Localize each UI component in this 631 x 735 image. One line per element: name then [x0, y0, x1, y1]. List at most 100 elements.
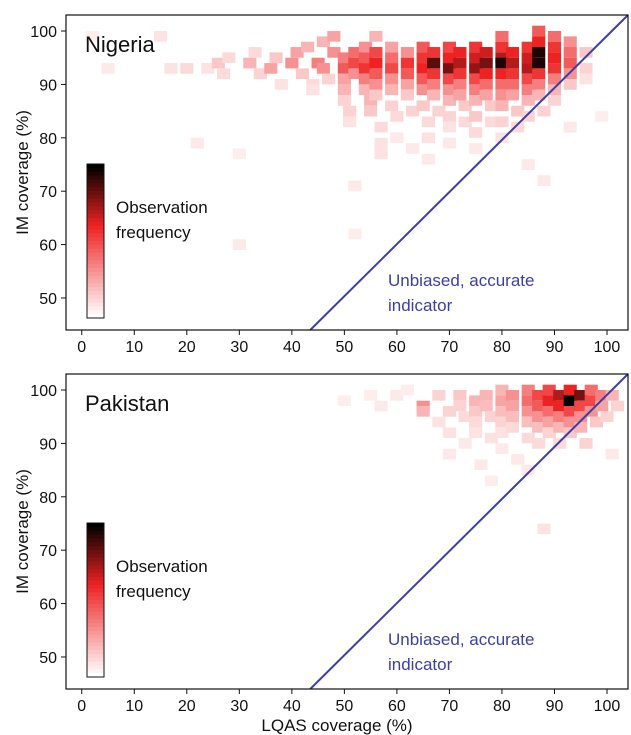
colorbar-segment	[87, 267, 104, 273]
heatmap-cell	[579, 63, 593, 74]
heatmap-cell	[521, 416, 535, 428]
colorbar-segment	[87, 210, 104, 215]
heatmap-cell	[369, 89, 383, 101]
heatmap-cell	[458, 411, 472, 423]
colorbar-segment	[87, 623, 104, 628]
heatmap-cell	[348, 68, 362, 80]
colorbar-segment	[87, 310, 104, 315]
heatmap-cell	[301, 41, 315, 53]
heatmap-cell	[442, 63, 456, 74]
heatmap-cell	[484, 475, 499, 487]
y-tick-label: 90	[39, 77, 57, 94]
heatmap-cell	[222, 52, 236, 64]
heatmap-cell	[521, 384, 535, 396]
x-tick-label: 80	[493, 698, 511, 715]
x-tick-label: 30	[230, 698, 248, 715]
colorbar	[86, 522, 105, 678]
heatmap-cell	[532, 25, 546, 37]
heatmap-cell	[306, 84, 320, 96]
heatmap-cell	[505, 422, 520, 433]
heatmap-cell	[453, 390, 467, 401]
colorbar-segment	[87, 553, 104, 559]
x-tick-label: 100	[594, 339, 621, 356]
heatmap-cell	[243, 57, 257, 69]
heatmap-cell	[505, 400, 520, 412]
reference-line-label-line2: indicator	[388, 296, 453, 315]
heatmap-cell	[532, 36, 546, 48]
heatmap-cell	[469, 95, 483, 106]
heatmap-cell	[505, 89, 520, 101]
colorbar-segment	[87, 607, 104, 613]
heatmap-cell	[416, 84, 430, 96]
x-tick-label: 40	[283, 698, 301, 715]
heatmap-cell	[521, 52, 535, 64]
heatmap-cell	[348, 47, 362, 58]
heatmap-cell	[337, 95, 351, 106]
heatmap-cell	[479, 400, 493, 412]
x-tick-label: 40	[283, 339, 301, 356]
heatmap-cell	[532, 400, 546, 412]
heatmap-cell	[390, 132, 404, 144]
heatmap-cell	[563, 121, 577, 133]
heatmap-cell	[521, 111, 535, 122]
heatmap-cell	[595, 390, 609, 401]
panel-title: Pakistan	[85, 391, 169, 416]
y-tick-label: 50	[39, 291, 57, 308]
heatmap-cell	[442, 52, 456, 64]
colorbar-segment	[87, 179, 104, 184]
x-tick-label: 0	[77, 339, 86, 356]
heatmap-cell	[521, 84, 535, 96]
heatmap-cell	[400, 68, 414, 80]
colorbar-segment	[87, 237, 104, 242]
x-tick-label: 20	[178, 698, 196, 715]
heatmap-cell	[479, 68, 493, 80]
heatmap-cell	[290, 47, 304, 58]
colorbar-segment	[87, 252, 104, 257]
heatmap-cell	[453, 47, 467, 58]
heatmap-cell	[427, 47, 441, 58]
heatmap-cell	[432, 105, 446, 117]
colorbar-segment	[87, 294, 104, 300]
heatmap-cell	[101, 63, 115, 74]
heatmap-cell	[542, 384, 556, 396]
colorbar-segment	[87, 546, 104, 551]
heatmap-cell	[532, 422, 546, 433]
heatmap-cell	[563, 427, 577, 439]
heatmap-cell	[385, 63, 399, 74]
colorbar-label-line2: frequency	[116, 582, 191, 601]
heatmap-cell	[442, 73, 456, 85]
heatmap-cell	[442, 406, 456, 417]
colorbar-segment	[87, 302, 104, 307]
heatmap-cell	[364, 390, 378, 401]
x-axis-label: LQAS coverage (%)	[261, 716, 412, 735]
heatmap-cell	[164, 63, 178, 74]
heatmap-cell	[553, 390, 567, 401]
x-axis-ticks: 0 10 20 30 40 50 60 70 80 90 100	[77, 330, 620, 356]
heatmap-cell	[337, 52, 351, 64]
heatmap-cell	[479, 390, 493, 401]
y-axis-ticks: 50 60 70 80 90 100	[30, 24, 66, 308]
heatmap-cell	[521, 406, 535, 417]
heatmap-cell	[369, 47, 383, 58]
heatmap-cell	[495, 443, 509, 455]
plot-frame	[65, 14, 629, 331]
heatmap-cell	[253, 68, 267, 80]
colorbar-segment	[87, 167, 104, 173]
heatmap-cell	[348, 180, 362, 192]
heatmap-cell	[327, 31, 341, 42]
heatmap-cell	[495, 406, 509, 417]
colorbar-segment	[87, 596, 104, 601]
colorbar-segment	[87, 291, 104, 296]
heatmap-cell	[180, 63, 194, 74]
heatmap-cell	[495, 427, 509, 439]
heatmap-cell	[348, 57, 362, 69]
heatmap-cell	[453, 400, 467, 412]
heatmap-cell	[553, 411, 567, 423]
heatmap-cell	[385, 52, 399, 64]
heatmap-cell	[495, 395, 509, 407]
heatmap-cell	[484, 116, 499, 128]
heatmap-cell	[469, 73, 483, 85]
heatmap-cell	[579, 73, 593, 85]
heatmap-cell	[521, 41, 535, 53]
heatmap-cell	[416, 406, 430, 417]
